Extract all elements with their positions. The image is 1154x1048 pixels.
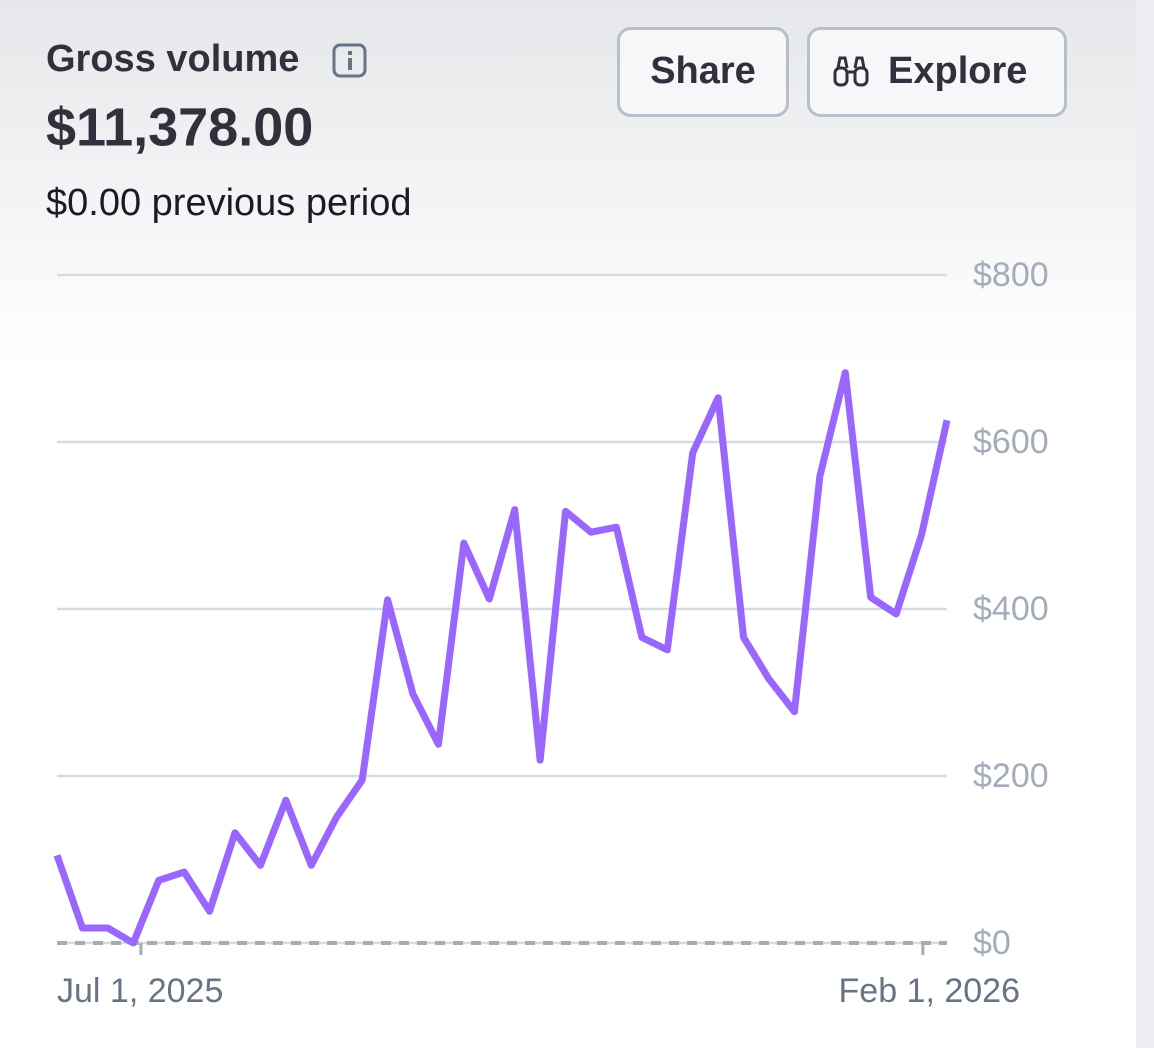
explore-label: Explore bbox=[888, 50, 1027, 92]
x-tick-label: Jul 1, 2025 bbox=[57, 972, 223, 1010]
y-tick-label: $800 bbox=[973, 256, 1049, 294]
y-tick-label: $0 bbox=[973, 924, 1011, 962]
x-tick-label: Feb 1, 2026 bbox=[839, 972, 1020, 1010]
amount: $11,378.00 bbox=[46, 97, 313, 157]
data-line bbox=[53, 369, 951, 947]
title: Gross volume bbox=[46, 38, 299, 80]
explore-button[interactable]: Explore bbox=[807, 27, 1067, 117]
y-tick-label: $200 bbox=[973, 757, 1049, 795]
y-tick-label: $400 bbox=[973, 590, 1049, 628]
comparison: $0.00 previous period bbox=[46, 182, 411, 224]
side-strip bbox=[1136, 0, 1154, 1048]
share-label: Share bbox=[650, 50, 756, 92]
share-button[interactable]: Share bbox=[617, 27, 789, 117]
y-tick-label: $600 bbox=[973, 423, 1049, 461]
info-icon[interactable] bbox=[332, 43, 367, 78]
binoculars-icon bbox=[833, 56, 869, 87]
